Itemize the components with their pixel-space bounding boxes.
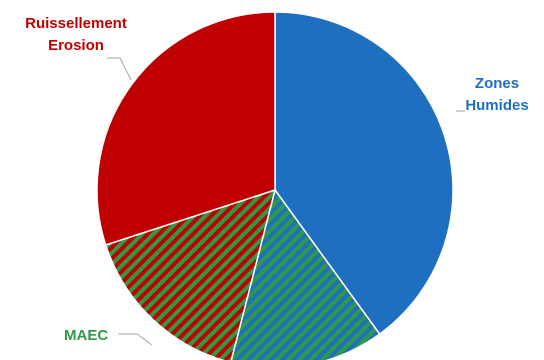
pie-slice-maec bbox=[104, 188, 277, 360]
slice-label-line: Zones bbox=[475, 75, 519, 92]
slice-label-2: MAEC bbox=[64, 327, 108, 344]
pie-slice-ruissellement-erosion bbox=[96, 11, 276, 246]
slice-label-line: Humides bbox=[465, 97, 528, 114]
slice-label-line: MAEC bbox=[64, 327, 108, 344]
leader-lines bbox=[107, 57, 465, 346]
leader-line-3 bbox=[107, 57, 132, 81]
slice-label-3: Ruissellement Erosion bbox=[25, 15, 127, 54]
pie-slice-unlabeled-1 bbox=[230, 188, 381, 360]
slice-label-0: Zones Humides bbox=[465, 75, 528, 114]
pie-slice-zones-humides bbox=[274, 11, 454, 336]
slice-label-line: Ruissellement bbox=[25, 15, 127, 32]
pie-slices bbox=[96, 11, 454, 360]
slice-label-line: Erosion bbox=[48, 37, 104, 54]
slice-labels: Zones Humides MAEC Ruissellement Erosion bbox=[25, 15, 529, 344]
leader-line-2 bbox=[118, 333, 153, 346]
